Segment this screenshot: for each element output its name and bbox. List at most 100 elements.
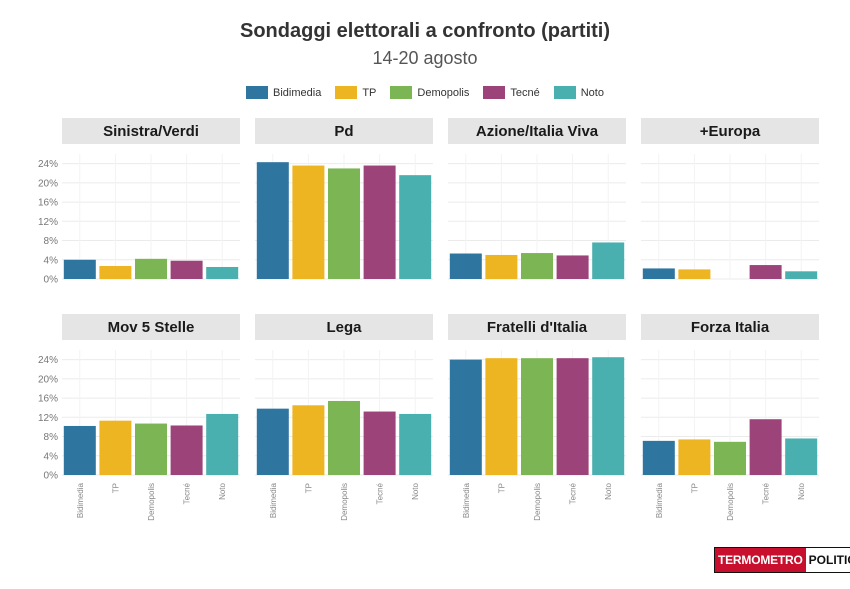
legend: Bidimedia TP Demopolis Tecné Noto <box>0 86 850 99</box>
facet-title: Pd <box>334 123 353 140</box>
facet-title: Fratelli d'Italia <box>487 319 588 336</box>
bar-mov-5-stelle-tecn <box>170 425 203 475</box>
x-tick-label: Demopolis <box>533 483 542 521</box>
bar-azione-italia-viva-demopolis <box>521 253 553 279</box>
bar-sinistra-verdi-noto <box>206 266 239 279</box>
bar-azione-italia-viva-tp <box>485 254 518 279</box>
facet-strip-forza-italia <box>641 314 819 340</box>
x-tick-label: Noto <box>411 482 420 499</box>
bar-pd-tp <box>292 165 325 279</box>
y-tick-label: 24% <box>38 159 58 170</box>
bar-europa-tecn <box>749 265 782 279</box>
bar-forza-italia-bidimedia <box>642 440 675 475</box>
bar-sinistra-verdi-tecn <box>170 260 203 279</box>
bar-forza-italia-demopolis <box>714 441 746 475</box>
facet-strip-sinistra-verdi <box>62 118 240 144</box>
x-tick-label: Bidimedia <box>76 482 85 518</box>
y-tick-label: 20% <box>38 374 58 385</box>
y-tick-label: 12% <box>38 413 58 424</box>
bar-forza-italia-tecn <box>749 419 782 475</box>
logo-part-1: TERMOMETRO <box>715 548 806 572</box>
y-tick-label: 16% <box>38 198 58 209</box>
x-tick-label: Tecné <box>762 482 771 504</box>
bar-mov-5-stelle-bidimedia <box>63 425 96 475</box>
bar-europa-noto <box>785 271 818 279</box>
bar-fratelli-d-italia-bidimedia <box>449 359 482 475</box>
bar-lega-bidimedia <box>256 408 289 475</box>
x-tick-label: Demopolis <box>340 483 349 521</box>
legend-item-noto: Noto <box>553 86 604 99</box>
y-tick-label: 0% <box>44 471 59 482</box>
legend-item-demopolis: Demopolis <box>390 86 469 99</box>
x-tick-label: Demopolis <box>147 483 156 521</box>
x-tick-label: Bidimedia <box>655 482 664 518</box>
bar-lega-tecn <box>363 411 396 475</box>
bar-mov-5-stelle-demopolis <box>135 423 167 475</box>
legend-item-tecne: Tecné <box>483 86 540 99</box>
y-tick-label: 8% <box>44 432 59 443</box>
facet-title: Lega <box>326 319 362 336</box>
bar-forza-italia-noto <box>785 438 818 475</box>
facet-title: Sinistra/Verdi <box>103 123 199 140</box>
x-tick-label: Noto <box>218 482 227 499</box>
x-tick-label: Tecné <box>183 482 192 504</box>
legend-swatch <box>553 86 576 99</box>
x-tick-label: Demopolis <box>726 483 735 521</box>
legend-label: TP <box>362 86 377 99</box>
termometro-politico-logo: TERMOMETRO POLITICO <box>714 547 850 573</box>
bar-sinistra-verdi-bidimedia <box>63 259 96 279</box>
bar-fratelli-d-italia-noto <box>592 357 625 475</box>
legend-item-tp: TP <box>335 86 376 99</box>
bar-lega-noto <box>399 413 432 475</box>
bar-lega-demopolis <box>328 400 360 475</box>
bar-pd-bidimedia <box>256 162 289 279</box>
x-tick-label: TP <box>690 483 699 493</box>
y-tick-label: 20% <box>38 178 58 189</box>
y-tick-label: 4% <box>44 451 59 462</box>
y-tick-label: 4% <box>44 255 59 266</box>
bar-azione-italia-viva-bidimedia <box>449 253 482 279</box>
facet-strip-europa <box>641 118 819 144</box>
x-tick-label: TP <box>304 483 313 493</box>
chart-title: Sondaggi elettorali a confronto (partiti… <box>240 20 610 42</box>
legend-item-bidimedia: Bidimedia <box>246 86 321 99</box>
logo-part-2: POLITICO <box>805 548 850 572</box>
bar-europa-bidimedia <box>642 268 675 279</box>
facet-strip-azione-italia-viva <box>448 118 626 144</box>
legend-label: Bidimedia <box>273 86 322 99</box>
y-tick-label: 0% <box>44 275 59 286</box>
x-tick-label: Tecné <box>376 482 385 504</box>
bar-lega-tp <box>292 405 325 475</box>
legend-swatch <box>335 86 358 99</box>
x-tick-label: Noto <box>797 482 806 499</box>
facet-title: +Europa <box>700 123 761 140</box>
bar-fratelli-d-italia-tp <box>485 358 518 475</box>
facet-title: Forza Italia <box>691 319 770 336</box>
legend-swatch <box>390 86 413 99</box>
x-tick-label: Bidimedia <box>269 482 278 518</box>
facet-strip-mov-5-stelle <box>62 314 240 340</box>
bar-forza-italia-tp <box>678 439 711 475</box>
x-tick-label: Bidimedia <box>462 482 471 518</box>
x-tick-label: TP <box>111 483 120 493</box>
facet-title: Mov 5 Stelle <box>108 319 195 336</box>
bar-pd-demopolis <box>328 168 360 279</box>
facet-strip-pd <box>255 118 433 144</box>
chart-subtitle: 14-20 agosto <box>372 48 478 68</box>
bar-sinistra-verdi-demopolis <box>135 258 167 279</box>
x-tick-label: Tecné <box>569 482 578 504</box>
facet-strip-fratelli-d-italia <box>448 314 626 340</box>
bar-fratelli-d-italia-tecn <box>556 358 589 475</box>
y-tick-label: 16% <box>38 394 58 405</box>
bar-azione-italia-viva-noto <box>592 242 625 279</box>
bar-europa-tp <box>678 269 711 279</box>
x-tick-label: TP <box>497 483 506 493</box>
bar-azione-italia-viva-tecn <box>556 255 589 279</box>
x-tick-label: Noto <box>604 482 613 499</box>
bar-pd-noto <box>399 175 432 279</box>
bar-pd-tecn <box>363 165 396 279</box>
bar-mov-5-stelle-noto <box>206 413 239 475</box>
bar-mov-5-stelle-tp <box>99 420 132 475</box>
bar-sinistra-verdi-tp <box>99 266 132 279</box>
